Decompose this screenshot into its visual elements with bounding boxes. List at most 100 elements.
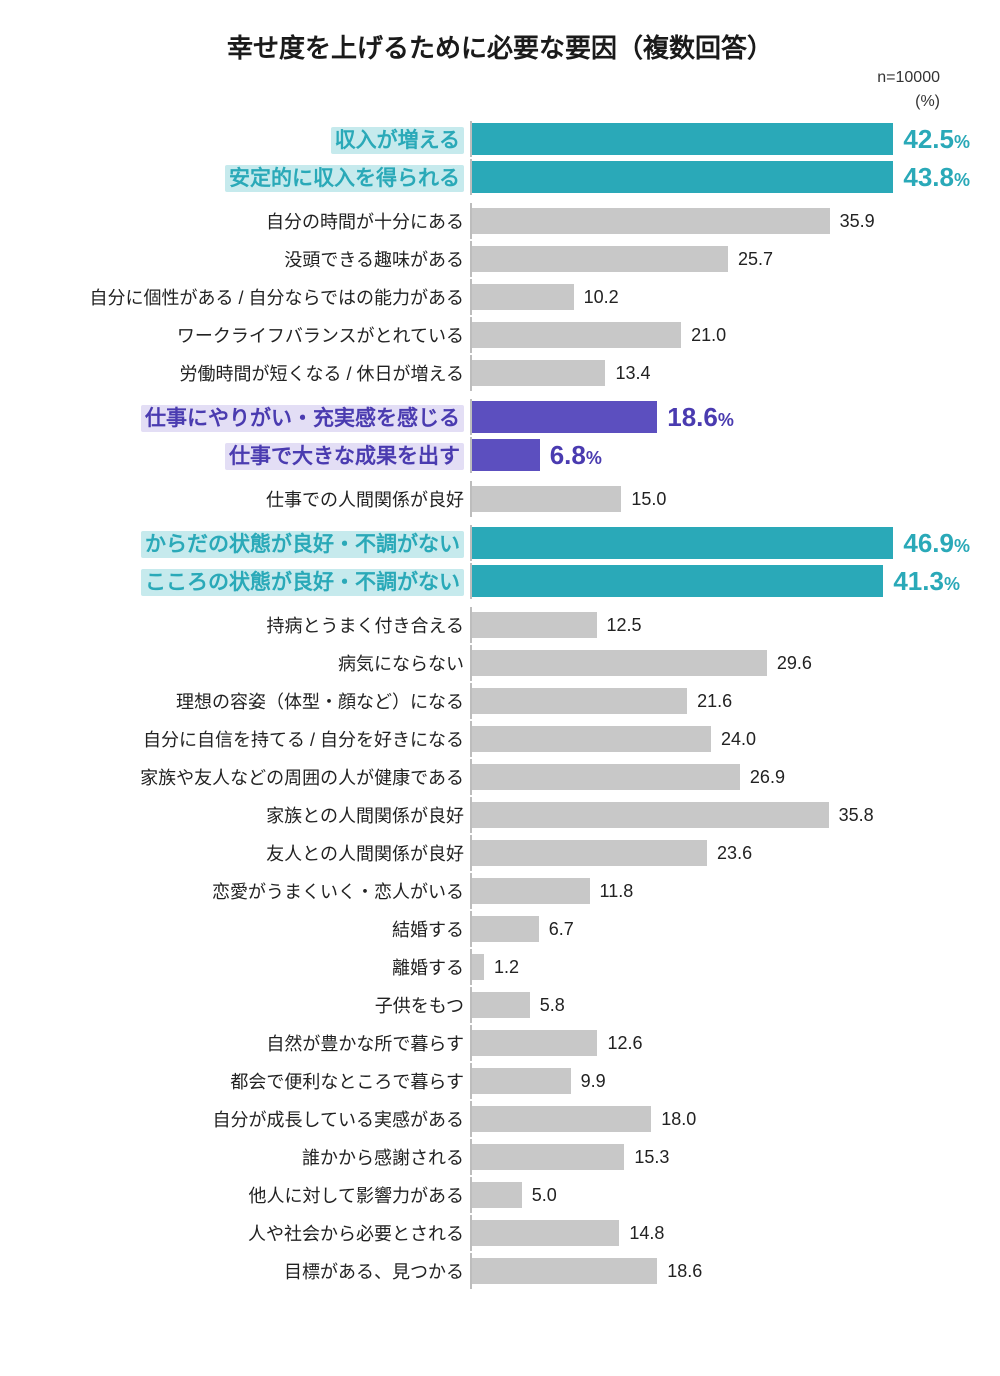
bar-track: 41.3% (470, 563, 970, 599)
bar-track: 1.2 (470, 949, 970, 985)
bar-label: 子供をもつ (30, 992, 470, 1018)
bar-track: 43.8% (470, 159, 970, 195)
bar-track: 5.8 (470, 987, 970, 1023)
bar-label: 安定的に収入を得られる (30, 162, 470, 192)
bar-track: 35.9 (470, 203, 970, 239)
bar (472, 246, 728, 272)
bar (472, 764, 740, 790)
bar-label: 自分が成長している実感がある (30, 1106, 470, 1132)
bar (472, 486, 621, 512)
bar-track: 21.0 (470, 317, 970, 353)
bar-label: ワークライフバランスがとれている (30, 322, 470, 348)
bar-label: 家族との人間関係が良好 (30, 802, 470, 828)
chart-row: 誰かから感謝される 15.3 (30, 1139, 970, 1175)
bar (472, 1068, 571, 1094)
bar-label: 病気にならない (30, 650, 470, 676)
bar (472, 1144, 624, 1170)
bar-track: 25.7 (470, 241, 970, 277)
chart-row: 自分の時間が十分にある35.9 (30, 203, 970, 239)
bar-value: 1.2 (494, 957, 519, 978)
bar (472, 1106, 651, 1132)
chart-row: こころの状態が良好・不調がない41.3% (30, 563, 970, 599)
bar-track: 5.0 (470, 1177, 970, 1213)
chart-row: 結婚する 6.7 (30, 911, 970, 947)
chart-row: 恋愛がうまくいく・恋人がいる 11.8 (30, 873, 970, 909)
bar (472, 916, 539, 942)
bar-label: 目標がある、見つかる (30, 1258, 470, 1284)
sample-size: n=10000 (30, 69, 970, 87)
chart-row: 仕事での人間関係が良好 15.0 (30, 481, 970, 517)
bar-label: 結婚する (30, 916, 470, 942)
bar-label: 労働時間が短くなる / 休日が増える (30, 360, 470, 386)
bar (472, 527, 893, 559)
bar (472, 1220, 619, 1246)
bar-track: 29.6 (470, 645, 970, 681)
chart-row: 人や社会から必要とされる14.8 (30, 1215, 970, 1251)
bar-value: 6.7 (549, 919, 574, 940)
bar-value: 18.6 (667, 1261, 702, 1282)
bar-value: 18.0 (661, 1109, 696, 1130)
chart-row: 仕事にやりがい・充実感を感じる18.6% (30, 399, 970, 435)
bar-value: 9.9 (581, 1071, 606, 1092)
bar-label: 持病とうまく付き合える (30, 612, 470, 638)
bar-label: こころの状態が良好・不調がない (30, 566, 470, 596)
bar (472, 802, 829, 828)
bar (472, 954, 484, 980)
bar-value: 13.4 (615, 363, 650, 384)
bar-value: 26.9 (750, 767, 785, 788)
bar-track: 12.6 (470, 1025, 970, 1061)
bar-value: 46.9% (903, 528, 970, 559)
bar-label: 誰かから感謝される (30, 1144, 470, 1170)
bar (472, 208, 830, 234)
chart-row: 自然が豊かな所で暮らす12.6 (30, 1025, 970, 1061)
bar (472, 284, 574, 310)
bar (472, 1258, 657, 1284)
chart-row: 持病とうまく付き合える12.5 (30, 607, 970, 643)
bar-track: 14.8 (470, 1215, 970, 1251)
bar-track: 24.0 (470, 721, 970, 757)
bar-value: 18.6% (667, 402, 734, 433)
bar (472, 565, 883, 597)
bar (472, 1030, 597, 1056)
bar-value: 14.8 (629, 1223, 664, 1244)
bar-value: 43.8% (903, 162, 970, 193)
bar-track: 18.6% (470, 399, 970, 435)
chart-row: 仕事で大きな成果を出す6.8% (30, 437, 970, 473)
bar (472, 688, 687, 714)
bar (472, 401, 657, 433)
bar-label: 離婚する (30, 954, 470, 980)
unit-label: (%) (30, 93, 970, 111)
chart-row: 他人に対して影響力がある5.0 (30, 1177, 970, 1213)
chart-row: 家族との人間関係が良好35.8 (30, 797, 970, 833)
chart-row: 安定的に収入を得られる 43.8% (30, 159, 970, 195)
bar-label: 恋愛がうまくいく・恋人がいる (30, 878, 470, 904)
chart-row: 自分が成長している実感がある 18.0 (30, 1101, 970, 1137)
bar-track: 15.0 (470, 481, 970, 517)
bar-label: 都会で便利なところで暮らす (30, 1068, 470, 1094)
bar-label: 仕事での人間関係が良好 (30, 486, 470, 512)
bar-value: 12.6 (607, 1033, 642, 1054)
bar-label: 理想の容姿（体型・顔など）になる (30, 688, 470, 714)
bar (472, 726, 711, 752)
chart-row: 没頭できる趣味がある25.7 (30, 241, 970, 277)
bar-value: 15.3 (634, 1147, 669, 1168)
bar-track: 12.5 (470, 607, 970, 643)
bar-label: 自分に個性がある / 自分ならではの能力がある (30, 284, 470, 310)
bar-track: 6.7 (470, 911, 970, 947)
chart-row: 病気にならない29.6 (30, 645, 970, 681)
bar-chart: 収入が増える42.5% 安定的に収入を得られる 43.8% 自分の時間が十分にある35… (30, 121, 970, 1289)
bar-track: 15.3 (470, 1139, 970, 1175)
bar-value: 15.0 (631, 489, 666, 510)
bar-track: 21.6 (470, 683, 970, 719)
bar (472, 439, 540, 471)
bar-label: 友人との人間関係が良好 (30, 840, 470, 866)
chart-row: 収入が増える42.5% (30, 121, 970, 157)
chart-row: 都会で便利なところで暮らす 9.9 (30, 1063, 970, 1099)
bar-value: 21.0 (691, 325, 726, 346)
bar-track: 18.6 (470, 1253, 970, 1289)
bar-value: 11.8 (600, 881, 634, 902)
bar-label: 没頭できる趣味がある (30, 246, 470, 272)
bar-track: 13.4 (470, 355, 970, 391)
bar-value: 35.9 (840, 211, 875, 232)
bar-value: 24.0 (721, 729, 756, 750)
